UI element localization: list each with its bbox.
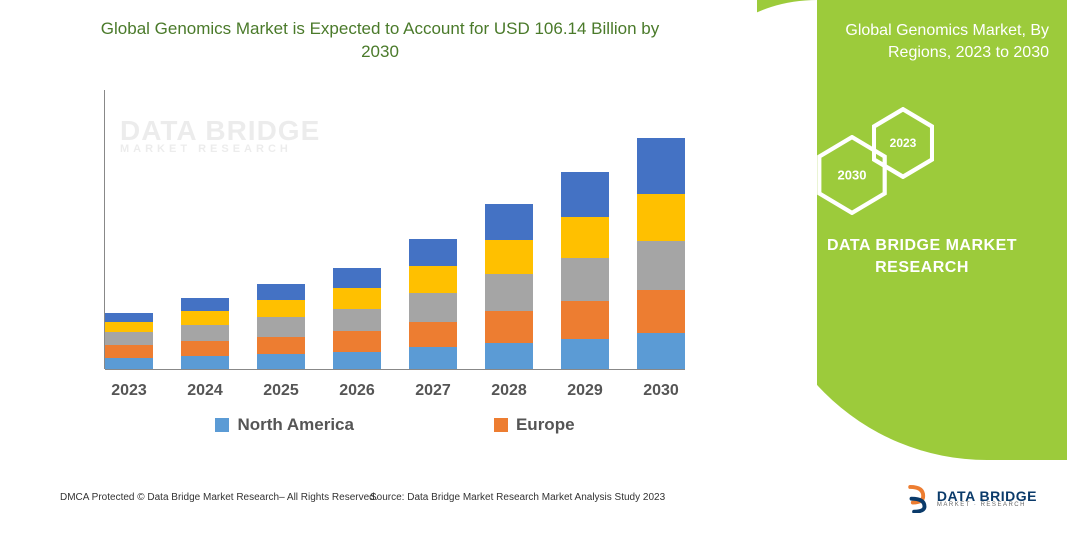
footer-source: Source: Data Bridge Market Research Mark… — [370, 492, 665, 503]
page-root: Global Genomics Market is Expected to Ac… — [0, 0, 1067, 533]
brand-text: DATA BRIDGE MARKET RESEARCH — [807, 235, 1037, 280]
chart-area: Global Genomics Market is Expected to Ac… — [0, 0, 760, 533]
x-label: 2024 — [181, 382, 229, 400]
bar-segment — [637, 290, 685, 333]
x-label: 2028 — [485, 382, 533, 400]
bar-2025 — [257, 284, 305, 369]
x-label: 2026 — [333, 382, 381, 400]
x-label: 2025 — [257, 382, 305, 400]
bar-segment — [257, 300, 305, 317]
legend-label: Europe — [516, 415, 575, 435]
bar-segment — [637, 241, 685, 291]
bar-segment — [181, 325, 229, 341]
bar-2023 — [105, 313, 153, 369]
bar-segment — [257, 354, 305, 369]
right-panel: Global Genomics Market, By Regions, 2023… — [757, 0, 1067, 533]
bar-segment — [257, 317, 305, 336]
bars-container — [105, 90, 685, 370]
x-label: 2029 — [561, 382, 609, 400]
x-label: 2027 — [409, 382, 457, 400]
x-label: 2023 — [105, 382, 153, 400]
bar-segment — [637, 194, 685, 241]
bar-segment — [637, 138, 685, 194]
bar-segment — [485, 240, 533, 274]
legend: North America Europe — [105, 415, 685, 435]
logo-icon — [905, 483, 931, 513]
bar-segment — [181, 298, 229, 311]
legend-label: North America — [237, 415, 354, 435]
bar-segment — [333, 288, 381, 308]
chart-plot: 2023 2024 2025 2026 2027 2028 2029 2030 — [105, 90, 685, 400]
bar-2026 — [333, 268, 381, 369]
bar-segment — [561, 258, 609, 301]
legend-swatch — [494, 418, 508, 432]
logo-text-wrap: DATA BRIDGE MARKET · RESEARCH — [937, 488, 1037, 508]
x-axis-labels: 2023 2024 2025 2026 2027 2028 2029 2030 — [105, 382, 685, 400]
bar-segment — [409, 322, 457, 348]
hexagon-label: 2023 — [890, 136, 917, 150]
hexagon-label: 2030 — [838, 168, 867, 183]
bar-segment — [105, 332, 153, 345]
bar-segment — [181, 341, 229, 356]
bar-segment — [181, 356, 229, 369]
bar-segment — [409, 293, 457, 322]
bar-2024 — [181, 298, 229, 369]
bar-segment — [105, 345, 153, 358]
bar-segment — [105, 313, 153, 322]
bar-segment — [409, 347, 457, 369]
right-panel-title: Global Genomics Market, By Regions, 2023… — [799, 20, 1049, 63]
bar-segment — [485, 343, 533, 369]
bar-segment — [333, 309, 381, 332]
bar-segment — [257, 284, 305, 300]
bar-segment — [637, 333, 685, 369]
bar-2028 — [485, 204, 533, 369]
bar-segment — [561, 217, 609, 258]
bar-segment — [485, 311, 533, 343]
bar-segment — [333, 352, 381, 369]
footer-dmca: DMCA Protected © Data Bridge Market Rese… — [60, 492, 378, 503]
bar-segment — [409, 266, 457, 293]
green-background-shape — [757, 0, 1067, 460]
bar-segment — [485, 274, 533, 311]
footer-logo: DATA BRIDGE MARKET · RESEARCH — [905, 483, 1037, 513]
bar-segment — [333, 268, 381, 288]
bar-2027 — [409, 239, 457, 369]
bar-segment — [181, 311, 229, 325]
bar-segment — [561, 301, 609, 339]
bar-segment — [409, 239, 457, 266]
bar-segment — [257, 337, 305, 354]
bar-segment — [485, 204, 533, 240]
legend-swatch — [215, 418, 229, 432]
legend-item-europe: Europe — [494, 415, 575, 435]
hexagon-group: 2030 2023 — [817, 115, 997, 215]
bar-2030 — [637, 138, 685, 370]
hexagon-2023: 2023 — [872, 107, 934, 179]
x-label: 2030 — [637, 382, 685, 400]
bar-segment — [333, 331, 381, 351]
bar-segment — [561, 172, 609, 217]
bar-segment — [561, 339, 609, 369]
bar-segment — [105, 322, 153, 333]
logo-subtext: MARKET · RESEARCH — [937, 502, 1037, 508]
bar-2029 — [561, 172, 609, 369]
legend-item-north-america: North America — [215, 415, 354, 435]
bar-segment — [105, 358, 153, 369]
chart-title: Global Genomics Market is Expected to Ac… — [0, 0, 760, 64]
